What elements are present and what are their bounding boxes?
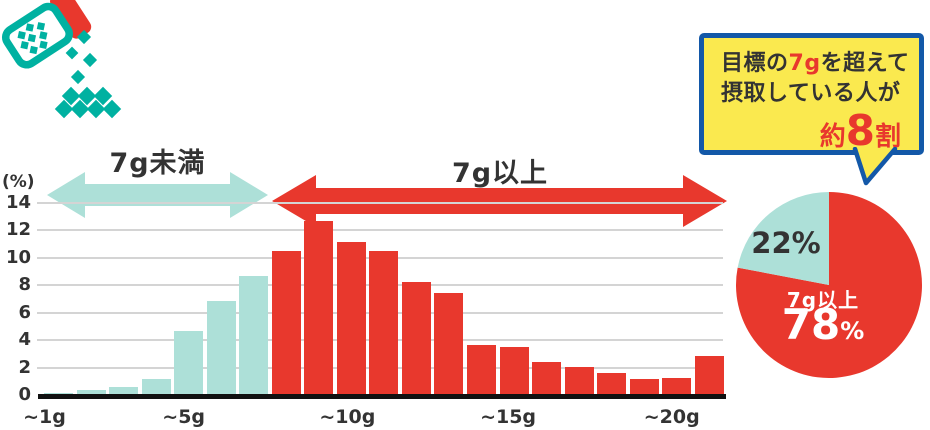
bar-20g+ [694, 355, 724, 394]
bubble-line3-post: 割 [874, 122, 901, 152]
bar-~10g [336, 241, 366, 394]
bar-~18g [597, 373, 627, 394]
bubble-line3-number: 8 [845, 106, 875, 155]
x-tick-~20g: ~20g [643, 406, 700, 428]
bar-~2g [76, 389, 106, 394]
pie-chart [736, 192, 923, 378]
bubble-line-2: 摂取している人が [721, 81, 901, 106]
histogram-chart: (%) 0 2 4 6 8 10 12 14 ~1g ~5g ~10g ~15g ~20g [0, 170, 740, 430]
y-tick-2: 2 [18, 356, 31, 378]
salt-grains [54, 29, 122, 119]
bar-~15g [499, 347, 529, 394]
y-tick-0: 0 [18, 384, 31, 405]
bar-~9g [304, 221, 334, 394]
pie-over-7g-percent-symbol: % [840, 317, 865, 345]
y-tick-14: 14 [5, 192, 31, 214]
callout-bubble: 目標の7gを超えて 摂取している人が 約8割 [699, 33, 924, 155]
bar-~1g [44, 392, 73, 394]
salt-shaker-icon [1, 0, 122, 119]
range-arrows [47, 172, 727, 227]
y-tick-6: 6 [18, 301, 31, 323]
pie-over-7g-percent-label: 78% [771, 300, 875, 349]
bubble-line3-pre: 約 [819, 122, 846, 152]
gridline-12 [37, 229, 723, 232]
gridline-14 [37, 202, 723, 205]
over-7g-arrow [272, 175, 727, 227]
x-axis-line [38, 394, 726, 399]
pie-slice-7g未満 [737, 192, 829, 285]
bubble-line1-pre: 目標の [721, 51, 789, 76]
y-tick-4: 4 [18, 329, 31, 351]
bar-~16g [532, 362, 562, 394]
bubble-line1-highlight: 7g [788, 51, 821, 76]
y-axis-unit-label: (%) [2, 172, 35, 192]
bar-~7g [239, 276, 269, 394]
bar-~6g [206, 300, 236, 394]
pie-slice-7g以上 [736, 192, 923, 378]
bar-~4g [141, 378, 171, 394]
x-tick-~15g: ~15g [480, 406, 537, 428]
pie-over-7g-percent-number: 78 [781, 300, 841, 349]
bar-~12g [401, 281, 431, 394]
pie-over-7g-name-label: 7g以上 [786, 288, 860, 312]
bar-~20g [662, 377, 692, 394]
bubble-line-1: 目標の7gを超えて [721, 49, 909, 79]
bar-~8g [271, 251, 301, 394]
pie-under-7g-percent-label: 22% [751, 226, 821, 260]
under-7g-range-label: 7g未満 [109, 148, 206, 179]
bar-~11g [369, 251, 399, 394]
x-tick-~10g: ~10g [319, 406, 376, 428]
callout-bubble-tail [852, 147, 898, 186]
x-tick-~1g: ~1g [23, 406, 66, 428]
bar-~3g [109, 387, 139, 394]
bar-~14g [467, 344, 497, 394]
bar-~17g [564, 366, 594, 394]
bubble-line-3: 約8割 [721, 106, 905, 155]
y-tick-10: 10 [5, 246, 31, 268]
over-7g-range-label: 7g以上 [451, 158, 549, 189]
x-tick-~5g: ~5g [162, 406, 206, 428]
y-tick-12: 12 [5, 219, 31, 241]
bar-~13g [434, 292, 464, 394]
y-tick-8: 8 [18, 274, 31, 296]
bubble-line1-post: を超えて [820, 51, 910, 76]
under-7g-arrow [47, 172, 268, 218]
bar-~5g [174, 330, 204, 394]
bar-~19g [629, 378, 659, 394]
